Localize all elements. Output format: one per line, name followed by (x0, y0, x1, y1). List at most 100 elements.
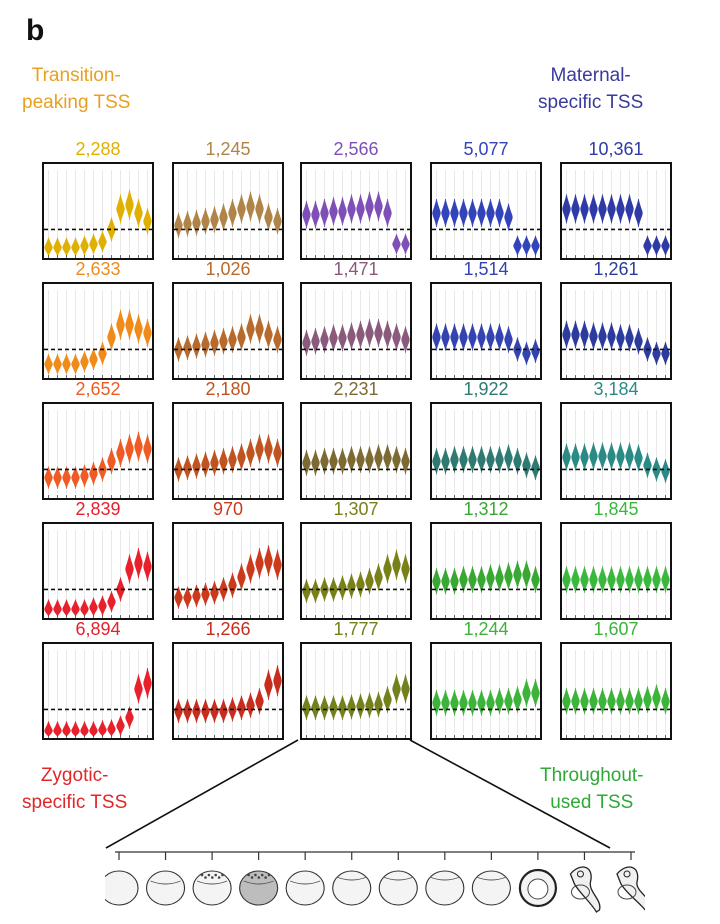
violin-mark (273, 438, 282, 468)
violin-mark (504, 444, 513, 472)
violin-mark (89, 596, 98, 617)
violin-mark (201, 582, 210, 606)
violin-mark (347, 694, 356, 720)
violin-cell (42, 282, 154, 380)
violin-mark (356, 320, 365, 349)
cell-count-label: 2,231 (333, 379, 379, 399)
violin-mark (219, 699, 228, 723)
violin-mark (504, 203, 513, 231)
violin-mark (589, 442, 598, 470)
violin-mark (652, 684, 661, 712)
violin-mark (562, 443, 571, 471)
violin-mark (401, 674, 410, 704)
maternal-specific-line2: specific TSS (538, 92, 644, 113)
violin-mark (174, 585, 183, 609)
violin-mark (580, 566, 589, 593)
violin-mark (143, 208, 152, 235)
violin-mark (580, 688, 589, 715)
violin-mark (183, 699, 192, 723)
cell-count-label: 2,288 (75, 139, 121, 159)
violin-cell (42, 642, 154, 740)
violin-mark (562, 194, 571, 224)
violin-mark (634, 198, 643, 228)
violin-mark (643, 686, 652, 713)
violin-mark (392, 323, 401, 351)
violin-mark (607, 688, 616, 715)
cell-count-label: 5,077 (463, 139, 509, 159)
violin-mark (125, 189, 134, 220)
violin-cell (430, 282, 542, 380)
throughout-used-label: Throughout- used TSS (540, 762, 644, 816)
cell-count-label: 1,777 (333, 619, 379, 639)
violin-mark (661, 459, 670, 483)
violin-mark (347, 446, 356, 473)
violin-mark (71, 236, 80, 257)
violin-mark (374, 191, 383, 222)
violin-mark (201, 331, 210, 358)
violin-mark (264, 434, 273, 464)
violin-mark (125, 705, 134, 729)
violin-mark (219, 448, 228, 475)
violin-mark (311, 449, 320, 476)
violin-mark (255, 547, 264, 579)
violin-mark (616, 688, 625, 715)
embryo-stage-drawing (145, 870, 186, 906)
violin-mark (174, 337, 183, 362)
violin-mark (468, 689, 477, 716)
violin-mark (143, 667, 152, 699)
violin-mark (432, 323, 441, 351)
violin-mark (450, 323, 459, 351)
cell-count-label: 2,839 (75, 499, 121, 519)
violin-cell (560, 522, 672, 620)
violin-mark (495, 688, 504, 715)
violin-mark (311, 328, 320, 355)
violin-mark (183, 335, 192, 361)
violin-mark (53, 236, 62, 257)
violin-mark (320, 326, 329, 353)
violin-mark (255, 434, 264, 464)
violin-mark (374, 444, 383, 472)
violin-mark (311, 579, 320, 603)
violin-mark (237, 194, 246, 224)
violin-cell (42, 522, 154, 620)
violin-mark (441, 198, 450, 228)
violin-mark (329, 448, 338, 475)
violin-mark (228, 326, 237, 353)
violin-mark (589, 566, 598, 593)
violin-mark (44, 236, 53, 257)
violin-mark (513, 560, 522, 589)
violin-mark (246, 191, 255, 222)
violin-mark (338, 324, 347, 352)
violin-mark (661, 234, 670, 256)
violin-cell (300, 402, 412, 500)
violin-cell (172, 282, 284, 380)
violin-mark (174, 212, 183, 238)
violin-mark (504, 688, 513, 715)
embryo-stage-drawing (105, 870, 139, 906)
violin-mark (210, 329, 219, 356)
violin-mark (71, 720, 80, 737)
cell-count-label: 1,514 (463, 259, 509, 279)
violin-mark (53, 720, 62, 737)
violin-mark (80, 720, 89, 737)
violin-mark (125, 554, 134, 584)
violin-mark (616, 324, 625, 352)
cell-count-label: 1,245 (205, 139, 251, 159)
violin-mark (589, 688, 598, 715)
violin-cell (430, 402, 542, 500)
violin-mark (598, 194, 607, 224)
violin-mark (201, 451, 210, 478)
violin-cell (560, 642, 672, 740)
violin-mark (522, 560, 531, 589)
violin-mark (652, 341, 661, 366)
violin-mark (134, 431, 143, 462)
violin-mark (643, 566, 652, 593)
cell-count-label: 2,652 (75, 379, 121, 399)
violin-mark (183, 210, 192, 237)
violin-mark (210, 206, 219, 233)
violin-mark (62, 598, 71, 617)
violin-mark (477, 566, 486, 593)
violin-mark (477, 446, 486, 473)
violin-mark (210, 581, 219, 605)
embryo-stage-drawing (378, 870, 418, 906)
